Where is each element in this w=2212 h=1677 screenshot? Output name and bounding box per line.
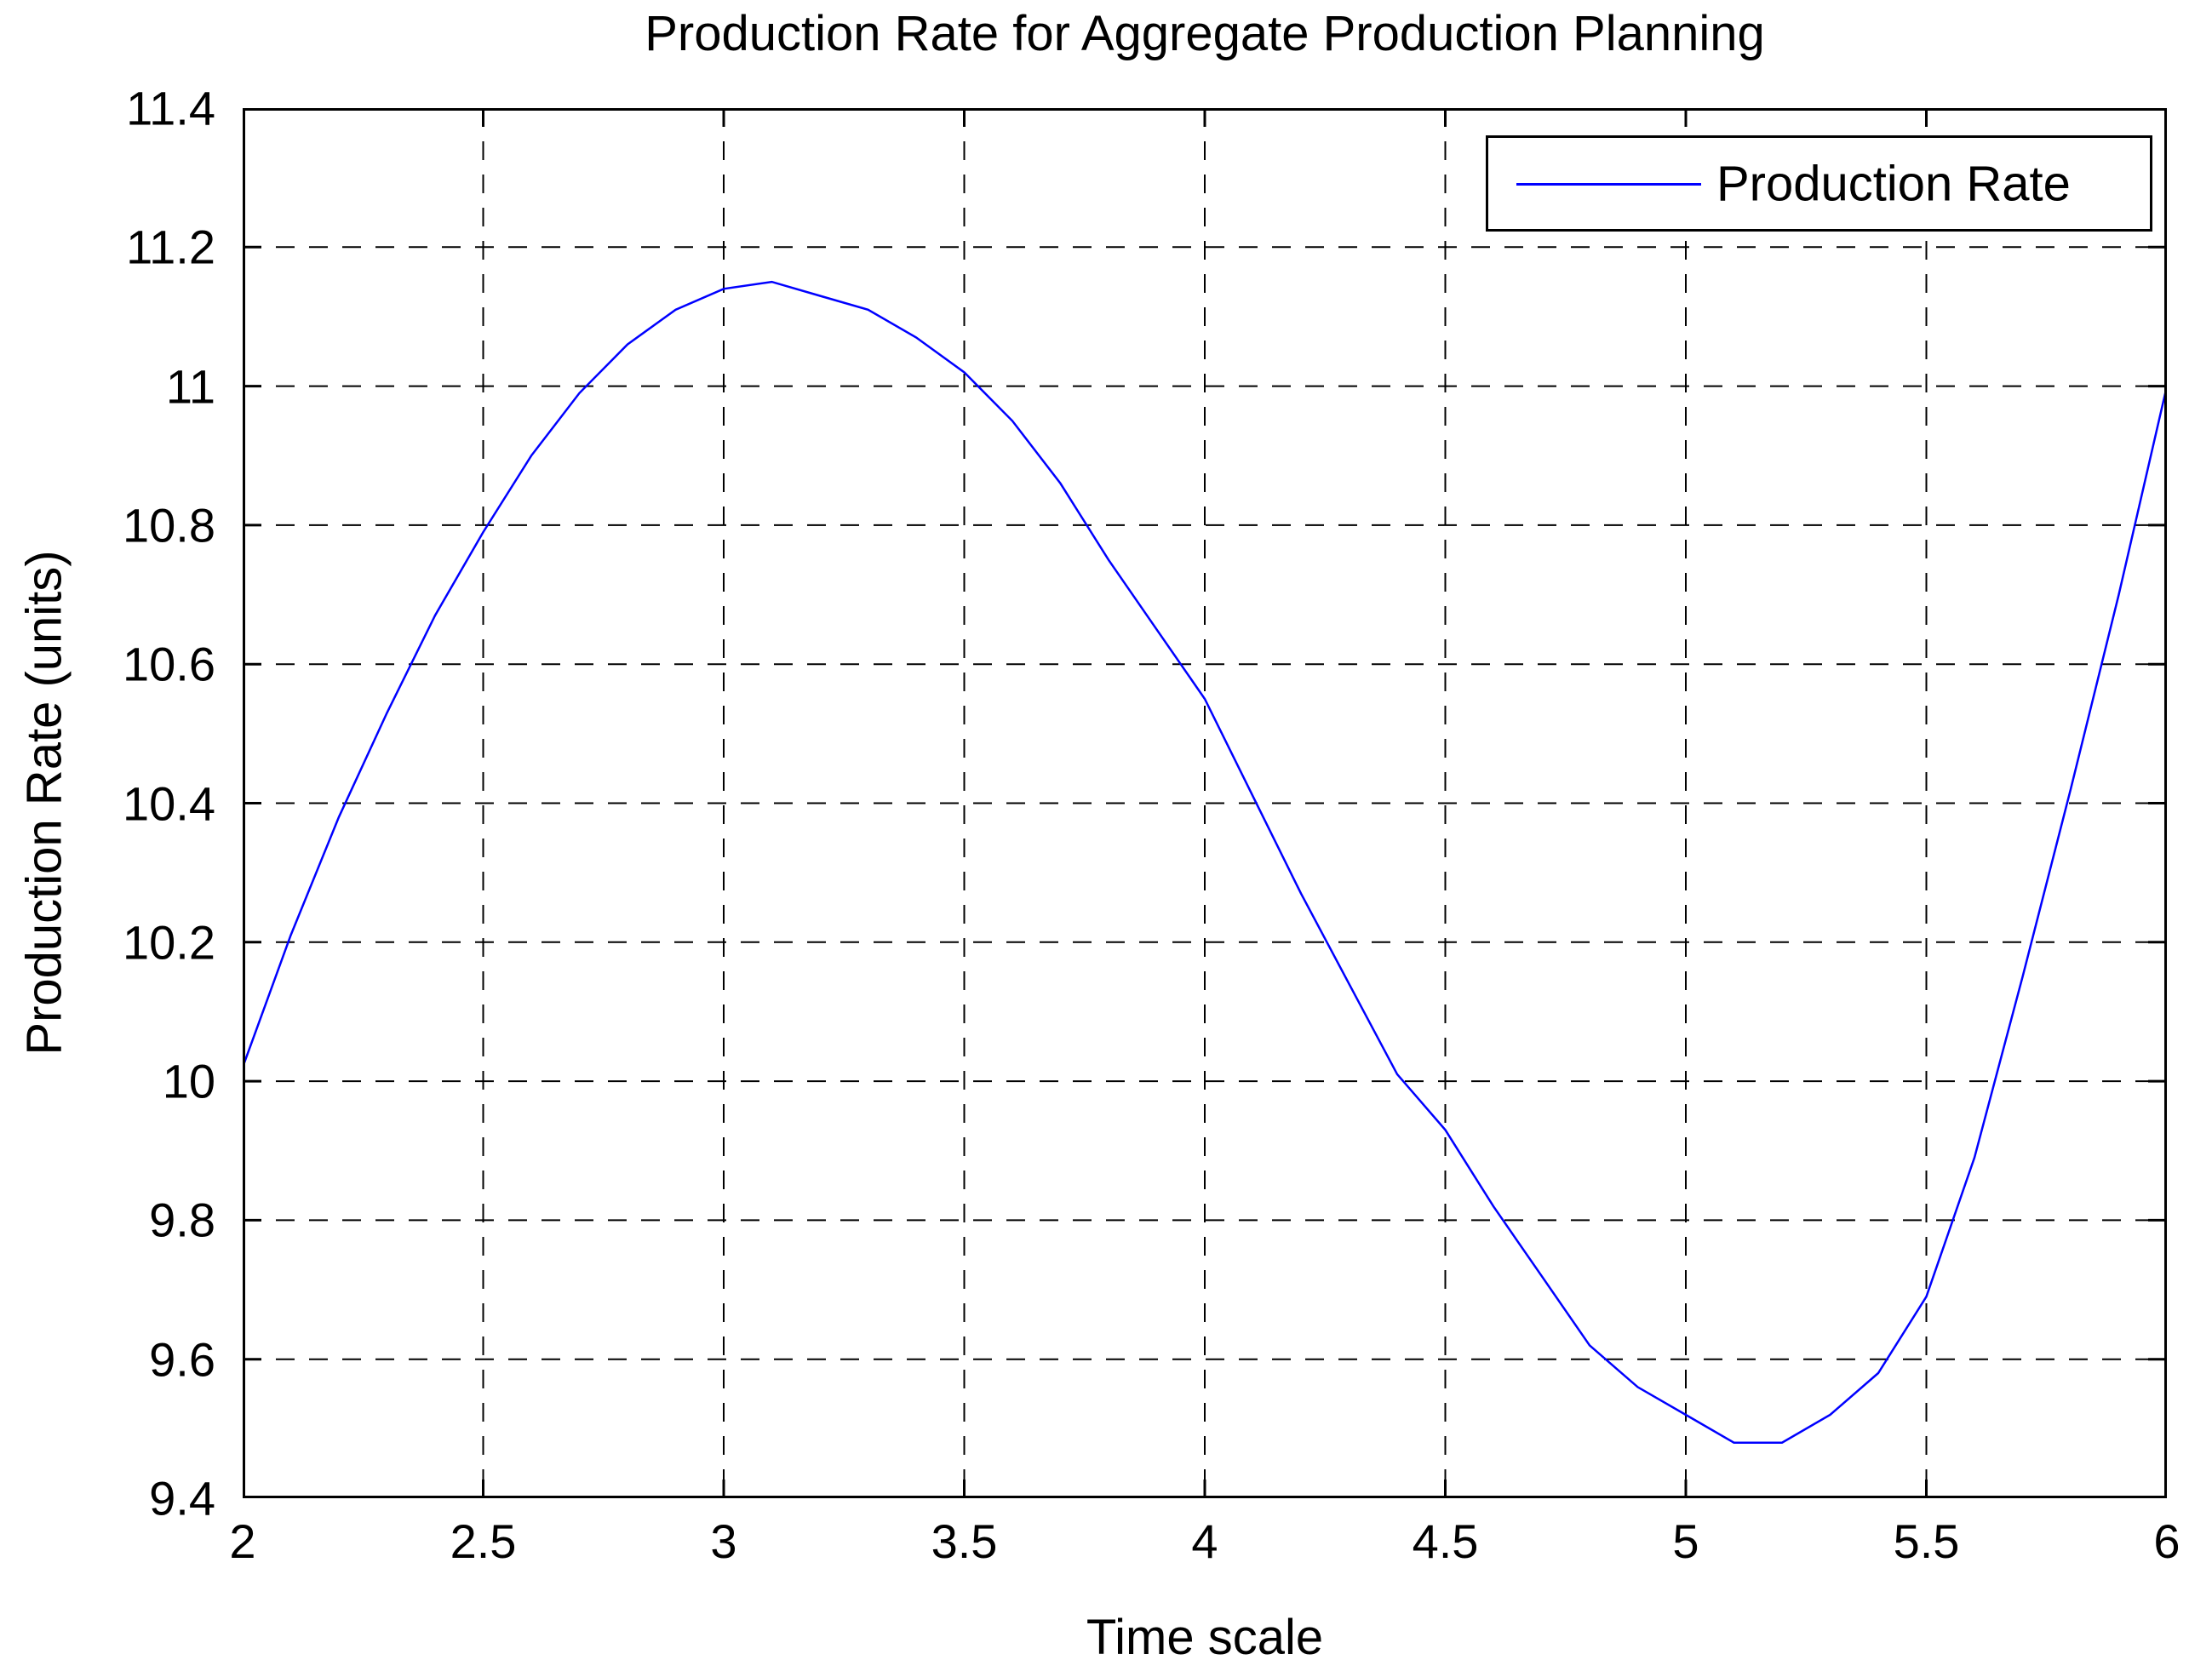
y-tick-label: 11.4 <box>126 81 215 135</box>
y-tick-label: 9.6 <box>149 1332 215 1387</box>
y-axis-label: Production Rate (units) <box>16 550 72 1056</box>
y-tick-label: 10.8 <box>123 498 215 552</box>
y-tick-label: 9.8 <box>149 1193 215 1247</box>
x-tick-label: 2 <box>229 1514 256 1568</box>
chart-title: Production Rate for Aggregate Production… <box>645 6 1765 61</box>
y-tick-label: 10.2 <box>123 915 215 970</box>
production-rate-line <box>243 280 2167 1444</box>
x-tick-label: 2.5 <box>450 1514 517 1568</box>
y-tick-label: 10.4 <box>123 776 215 830</box>
x-tick-label: 4 <box>1191 1514 1218 1568</box>
x-tick-label: 3 <box>710 1514 737 1568</box>
y-tick-label: 11.2 <box>126 220 215 274</box>
y-tick-label: 9.4 <box>149 1471 215 1525</box>
y-tick-label: 10.6 <box>123 637 215 691</box>
x-tick-label: 4.5 <box>1412 1514 1479 1568</box>
x-axis-label: Time scale <box>1086 1610 1324 1665</box>
y-tick-label: 11 <box>165 359 215 414</box>
y-tick-label: 10 <box>162 1054 215 1108</box>
plot-area <box>243 108 2167 1498</box>
legend: Production Rate <box>1486 135 2152 232</box>
legend-label: Production Rate <box>1716 156 2071 211</box>
x-tick-label: 6 <box>2153 1514 2180 1568</box>
x-tick-label: 5.5 <box>1893 1514 1960 1568</box>
legend-line-sample <box>1516 183 1701 186</box>
x-tick-label: 5 <box>1672 1514 1699 1568</box>
x-tick-label: 3.5 <box>931 1514 998 1568</box>
plot-border <box>243 108 2167 1498</box>
